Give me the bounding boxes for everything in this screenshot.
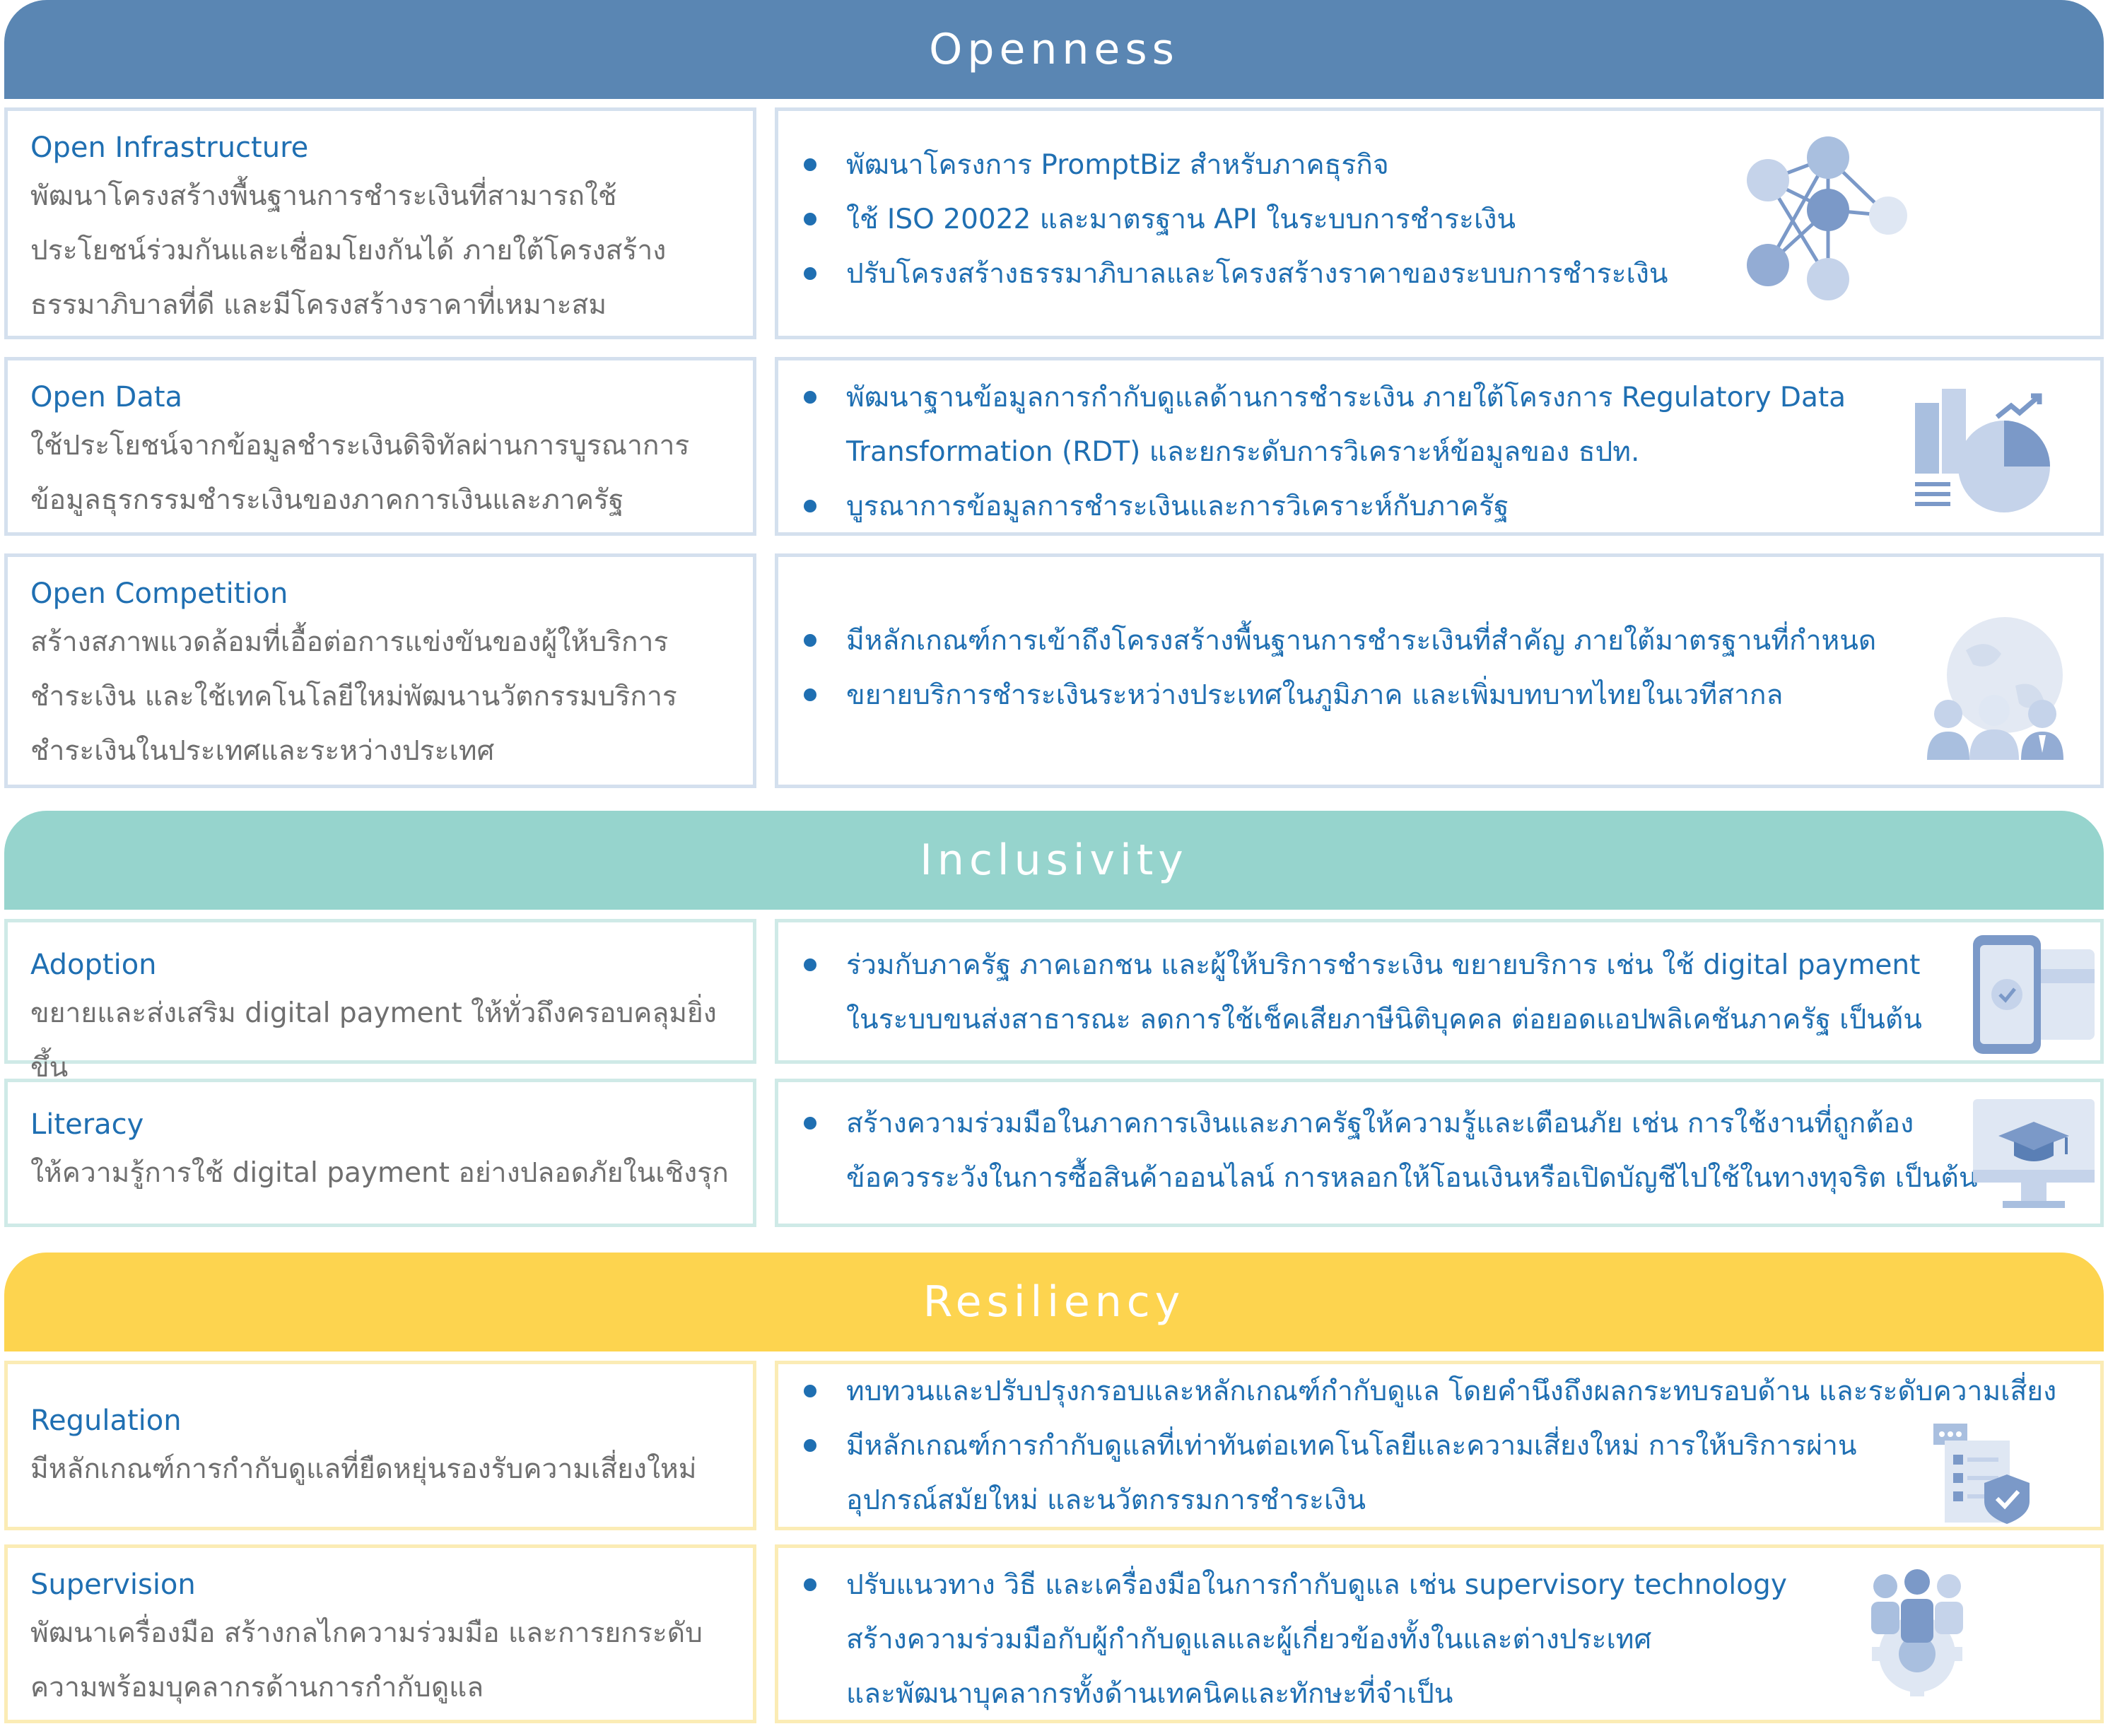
action-item: มีหลักเกณฑ์การกำกับดูแลที่เท่าทันต่อเทคโ… xyxy=(801,1419,2056,1527)
topic-title: Supervision xyxy=(30,1568,196,1601)
action-line: สร้างความร่วมมือในภาคการเงินและภาครัฐให้… xyxy=(846,1108,1914,1139)
action-line: บูรณาการข้อมูลการชำระเงินและการวิเคราะห์… xyxy=(846,491,1509,522)
action-list: พัฒนาฐานข้อมูลการกำกับดูแลด้านการชำระเงิ… xyxy=(801,370,1846,534)
bullet-icon xyxy=(804,500,816,512)
topic-card-regulation: Regulation มีหลักเกณฑ์การกำกับดูแลที่ยืด… xyxy=(4,1361,756,1530)
bullet-icon xyxy=(804,391,816,404)
actions-card-open-competition: มีหลักเกณฑ์การเข้าถึงโครงสร้างพื้นฐานการ… xyxy=(775,553,2104,788)
action-line: ข้อควรระวังในการซื้อสินค้าออนไลน์ การหลอ… xyxy=(846,1162,1978,1194)
section-title: Openness xyxy=(929,25,1179,74)
monitor-graduation-icon xyxy=(1973,1099,2095,1208)
action-line: และพัฒนาบุคลากรทั้งด้านเทคนิคและทักษะที่… xyxy=(846,1678,1453,1710)
topic-title: Open Infrastructure xyxy=(30,131,309,164)
topic-title: Literacy xyxy=(30,1108,144,1141)
topic-description-line: สร้างสภาพแวดล้อมที่เอื้อต่อการแข่งขันของ… xyxy=(30,626,669,658)
actions-card-adoption: ร่วมกับภาครัฐ ภาคเอกชน และผู้ให้บริการชำ… xyxy=(775,919,2104,1064)
action-item: พัฒนาฐานข้อมูลการกำกับดูแลด้านการชำระเงิ… xyxy=(801,370,1846,479)
action-list: ปรับแนวทาง วิธี และเครื่องมือในการกำกับด… xyxy=(801,1558,1787,1721)
bullet-icon xyxy=(804,958,816,971)
action-line: ปรับแนวทาง วิธี และเครื่องมือในการกำกับด… xyxy=(846,1569,1787,1601)
topic-description-line: พัฒนาเครื่องมือ สร้างกลไกความร่วมมือ และ… xyxy=(30,1617,703,1649)
topic-card-open-competition: Open Competition สร้างสภาพแวดล้อมที่เอื้… xyxy=(4,553,756,788)
actions-card-supervision: ปรับแนวทาง วิธี และเครื่องมือในการกำกับด… xyxy=(775,1544,2104,1723)
action-list: ร่วมกับภาครัฐ ภาคเอกชน และผู้ให้บริการชำ… xyxy=(801,938,1922,1047)
topic-title: Adoption xyxy=(30,949,157,981)
topic-card-adoption: Adoption ขยายและส่งเสริม digital payment… xyxy=(4,919,756,1084)
section-header-resiliency: Resiliency xyxy=(4,1253,2104,1351)
action-line: พัฒนาโครงการ PromptBiz สำหรับภาคธุรกิจ xyxy=(846,149,1389,181)
topic-description-line: มีหลักเกณฑ์การกำกับดูแลที่ยืดหยุ่นรองรับ… xyxy=(30,1453,697,1485)
action-line: มีหลักเกณฑ์การกำกับดูแลที่เท่าทันต่อเทคโ… xyxy=(846,1430,1857,1462)
action-list: มีหลักเกณฑ์การเข้าถึงโครงสร้างพื้นฐานการ… xyxy=(801,614,1876,722)
action-item: สร้างความร่วมมือในภาคการเงินและภาครัฐให้… xyxy=(801,1096,1978,1205)
actions-card-literacy: สร้างความร่วมมือในภาคการเงินและภาครัฐให้… xyxy=(775,1079,2104,1227)
section-title: Inclusivity xyxy=(920,835,1188,885)
action-item: พัฒนาโครงการ PromptBiz สำหรับภาคธุรกิจ xyxy=(801,138,1668,192)
action-line: ใช้ ISO 20022 และมาตรฐาน API ในระบบการชำ… xyxy=(846,204,1516,235)
bullet-icon xyxy=(804,1385,816,1397)
team-gear-icon xyxy=(1871,1569,1963,1696)
action-item: ใช้ ISO 20022 และมาตรฐาน API ในระบบการชำ… xyxy=(801,192,1668,247)
topic-description-line: ข้อมูลธุรกรรมชำระเงินของภาคการเงินและภาค… xyxy=(30,484,624,516)
actions-card-open-infrastructure: พัฒนาโครงการ PromptBiz สำหรับภาคธุรกิจ ใ… xyxy=(775,107,2104,339)
bullet-icon xyxy=(804,213,816,225)
action-line: ร่วมกับภาครัฐ ภาคเอกชน และผู้ให้บริการชำ… xyxy=(846,949,1921,981)
action-line: ทบทวนและปรับปรุงกรอบและหลักเกณฑ์กำกับดูแ… xyxy=(846,1376,2057,1407)
bullet-icon xyxy=(804,267,816,280)
action-line: ปรับโครงสร้างธรรมาภิบาลและโครงสร้างราคาข… xyxy=(846,258,1668,290)
section-header-openness: Openness xyxy=(4,0,2104,99)
action-line: พัฒนาฐานข้อมูลการกำกับดูแลด้านการชำระเงิ… xyxy=(846,382,1846,414)
document-shield-icon xyxy=(1933,1424,2030,1524)
topic-card-literacy: Literacy ให้ความรู้การใช้ digital paymen… xyxy=(4,1079,756,1227)
topic-title: Regulation xyxy=(30,1404,182,1437)
action-line: มีหลักเกณฑ์การเข้าถึงโครงสร้างพื้นฐานการ… xyxy=(846,625,1877,657)
actions-card-regulation: ทบทวนและปรับปรุงกรอบและหลักเกณฑ์กำกับดูแ… xyxy=(775,1361,2104,1530)
phone-card-icon xyxy=(1973,935,2095,1054)
bullet-icon xyxy=(804,1578,816,1591)
action-item: บูรณาการข้อมูลการชำระเงินและการวิเคราะห์… xyxy=(801,479,1846,534)
topic-description-line: ชำระเงินในประเทศและระหว่างประเทศ xyxy=(30,735,495,767)
topic-description-line: ความพร้อมบุคลากรด้านการกำกับดูแล xyxy=(30,1672,484,1703)
topic-card-open-infrastructure: Open Infrastructure พัฒนาโครงสร้างพื้นฐา… xyxy=(4,107,756,339)
action-line: อุปกรณ์สมัยใหม่ และนวัตกรรมการชำระเงิน xyxy=(846,1484,1366,1516)
action-line: สร้างความร่วมมือกับผู้กำกับดูแลและผู้เกี… xyxy=(846,1624,1652,1655)
network-nodes-icon xyxy=(1747,136,1907,300)
action-list: พัฒนาโครงการ PromptBiz สำหรับภาคธุรกิจ ใ… xyxy=(801,138,1668,301)
topic-card-supervision: Supervision พัฒนาเครื่องมือ สร้างกลไกควา… xyxy=(4,1544,756,1723)
topic-description-line: ใช้ประโยชน์จากข้อมูลชำระเงินดิจิทัลผ่านก… xyxy=(30,430,690,462)
bullet-icon xyxy=(804,634,816,647)
action-item: มีหลักเกณฑ์การเข้าถึงโครงสร้างพื้นฐานการ… xyxy=(801,614,1876,668)
actions-card-open-data: พัฒนาฐานข้อมูลการกำกับดูแลด้านการชำระเงิ… xyxy=(775,357,2104,536)
topic-title: Open Data xyxy=(30,381,183,414)
action-item: ปรับโครงสร้างธรรมาภิบาลและโครงสร้างราคาข… xyxy=(801,247,1668,301)
action-line: ในระบบขนส่งสาธารณะ ลดการใช้เช็คเสียภาษีน… xyxy=(846,1004,1922,1036)
action-item: ร่วมกับภาครัฐ ภาคเอกชน และผู้ให้บริการชำ… xyxy=(801,938,1922,1047)
bullet-icon xyxy=(804,1117,816,1130)
action-line: Transformation (RDT) และยกระดับการวิเครา… xyxy=(846,436,1640,468)
topic-description-line: ธรรมาภิบาลที่ดี และมีโครงสร้างราคาที่เหม… xyxy=(30,289,607,321)
action-list: ทบทวนและปรับปรุงกรอบและหลักเกณฑ์กำกับดูแ… xyxy=(801,1364,2056,1527)
topic-title: Open Competition xyxy=(30,577,288,610)
topic-description-line: ให้ความรู้การใช้ digital payment อย่างปล… xyxy=(30,1157,729,1189)
globe-people-icon xyxy=(1927,617,2063,760)
bullet-icon xyxy=(804,158,816,171)
topic-description-line: ขยายและส่งเสริม digital payment ให้ทั่วถ… xyxy=(30,997,717,1084)
topic-description-line: ประโยชน์ร่วมกันและเชื่อมโยงกันได้ ภายใต้… xyxy=(30,235,667,266)
action-line: ขยายบริการชำระเงินระหว่างประเทศในภูมิภาค… xyxy=(846,679,1784,711)
section-header-inclusivity: Inclusivity xyxy=(4,811,2104,910)
chart-analytics-icon xyxy=(1915,389,2050,512)
action-list: สร้างความร่วมมือในภาคการเงินและภาครัฐให้… xyxy=(801,1096,1978,1205)
section-title: Resiliency xyxy=(923,1277,1185,1327)
topic-card-open-data: Open Data ใช้ประโยชน์จากข้อมูลชำระเงินดิ… xyxy=(4,357,756,536)
bullet-icon xyxy=(804,688,816,701)
topic-description-line: พัฒนาโครงสร้างพื้นฐานการชำระเงินที่สามาร… xyxy=(30,180,617,212)
topic-description-line: ชำระเงิน และใช้เทคโนโลยีใหม่พัฒนานวัตกรร… xyxy=(30,681,677,712)
action-item: ทบทวนและปรับปรุงกรอบและหลักเกณฑ์กำกับดูแ… xyxy=(801,1364,2056,1419)
bullet-icon xyxy=(804,1439,816,1452)
action-item: ปรับแนวทาง วิธี และเครื่องมือในการกำกับด… xyxy=(801,1558,1787,1721)
action-item: ขยายบริการชำระเงินระหว่างประเทศในภูมิภาค… xyxy=(801,668,1876,722)
